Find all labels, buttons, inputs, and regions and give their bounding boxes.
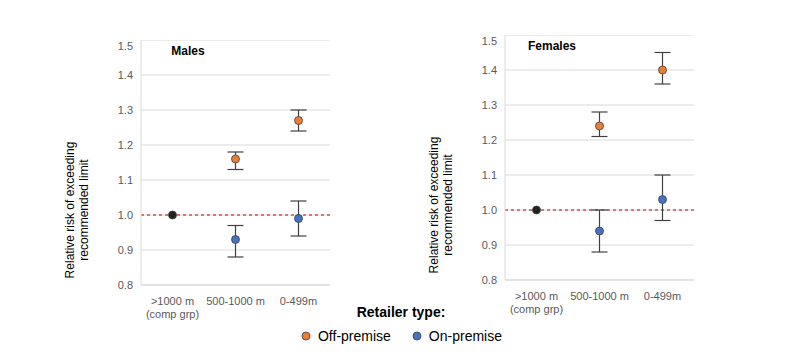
svg-text:1.4: 1.4 <box>118 69 133 81</box>
svg-text:1.5: 1.5 <box>118 40 133 52</box>
html-text:recommended limit: recommended limit <box>77 159 91 261</box>
svg-text:500-1000 m: 500-1000 m <box>206 295 265 307</box>
html-text:Retailer type:: Retailer type: <box>356 304 446 320</box>
svg-text:1.3: 1.3 <box>118 104 133 116</box>
svg-text:>1000 m(comp grp): >1000 m(comp grp) <box>510 290 563 315</box>
svg-text:1.1: 1.1 <box>118 174 133 186</box>
html-text:Relative risk of exceeding: Relative risk of exceeding <box>63 141 77 279</box>
svg-text:1.2: 1.2 <box>118 139 133 151</box>
html-text:Relative risk of exceeding: Relative risk of exceeding <box>427 136 441 274</box>
html-text:Males: Males <box>171 44 205 58</box>
svg-text:0.9: 0.9 <box>482 239 497 251</box>
svg-text:0.8: 0.8 <box>482 274 497 286</box>
html-text:recommended limit: recommended limit <box>441 154 455 256</box>
html-text:Females: Females <box>528 39 576 53</box>
svg-text:1.4: 1.4 <box>482 64 497 76</box>
svg-text:1.5: 1.5 <box>482 35 497 47</box>
html-text:Off-premise: Off-premise <box>318 328 391 344</box>
svg-text:>1000 m(comp grp): >1000 m(comp grp) <box>146 295 199 320</box>
svg-text:1.3: 1.3 <box>482 99 497 111</box>
svg-text:0-499m: 0-499m <box>644 290 681 302</box>
svg-text:0.8: 0.8 <box>118 279 133 291</box>
svg-text:0-499m: 0-499m <box>280 295 317 307</box>
svg-text:1.0: 1.0 <box>482 204 497 216</box>
svg-text:1.0: 1.0 <box>118 209 133 221</box>
svg-text:1.1: 1.1 <box>482 169 497 181</box>
svg-text:500-1000 m: 500-1000 m <box>570 290 629 302</box>
html-text:On-premise: On-premise <box>428 328 502 344</box>
svg-text:0.9: 0.9 <box>118 244 133 256</box>
svg-text:1.2: 1.2 <box>482 134 497 146</box>
